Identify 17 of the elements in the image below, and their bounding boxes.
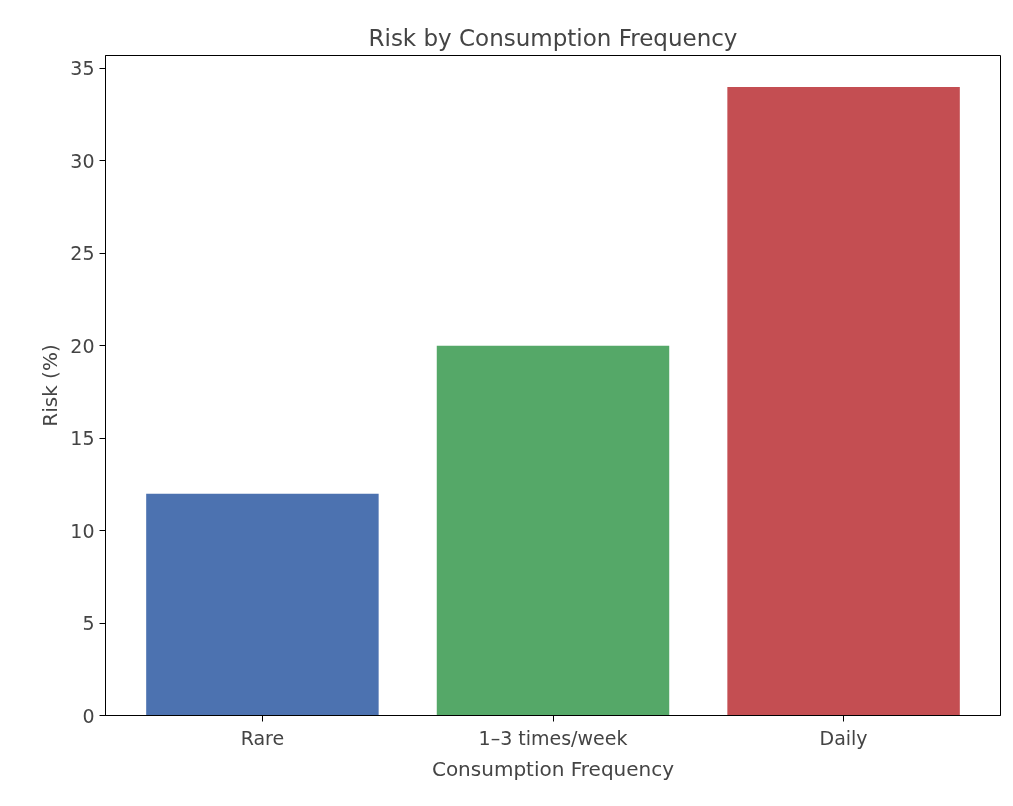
bar: [436, 345, 670, 716]
y-tick-label: 30: [70, 149, 95, 172]
y-tick-label: 25: [70, 242, 95, 265]
y-tick-label: 15: [70, 427, 95, 450]
y-tick-label: 35: [70, 57, 95, 80]
chart-title: Risk by Consumption Frequency: [368, 24, 738, 51]
x-tick-label: Daily: [819, 726, 868, 749]
bar: [146, 493, 379, 716]
x-axis-title: Consumption Frequency: [431, 756, 675, 781]
bar: [727, 86, 960, 716]
y-tick-label: 5: [82, 612, 95, 635]
y-tick-label: 20: [70, 334, 95, 357]
y-tick-label: 0: [82, 704, 95, 727]
y-axis-title: Risk (%): [38, 344, 63, 427]
y-tick-label: 10: [70, 519, 95, 542]
x-tick-label: Rare: [240, 726, 285, 749]
x-tick-label: 1–3 times/week: [478, 726, 628, 749]
